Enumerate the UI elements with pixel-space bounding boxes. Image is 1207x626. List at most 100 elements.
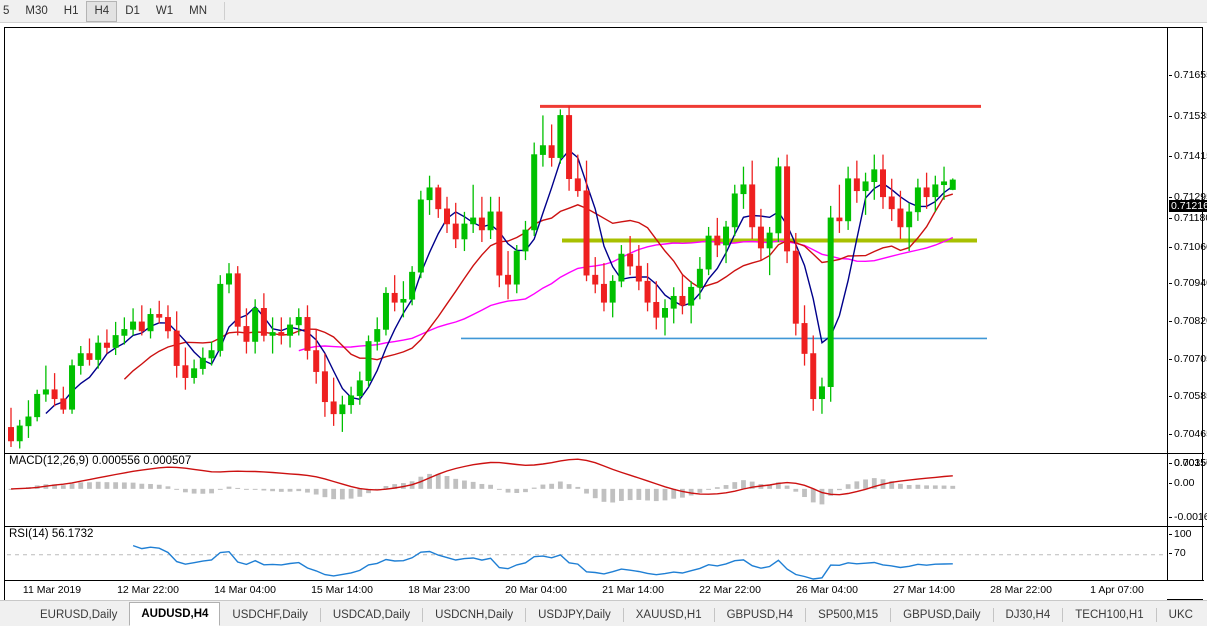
macd-histogram-bar bbox=[148, 483, 153, 489]
macd-histogram-bar bbox=[348, 488, 354, 499]
timeframe-button-d1[interactable]: D1 bbox=[125, 5, 140, 17]
macd-histogram-bar bbox=[802, 488, 807, 498]
macd-histogram-bar bbox=[479, 483, 485, 489]
macd-histogram-bar bbox=[898, 483, 903, 489]
candlestick bbox=[69, 359, 76, 414]
candlestick bbox=[862, 172, 869, 215]
candlestick bbox=[696, 257, 703, 300]
chart-tab-tech100-h1[interactable]: TECH100,H1 bbox=[1075, 609, 1144, 621]
macd-histogram-bar bbox=[706, 488, 711, 490]
macd-histogram-bar bbox=[322, 488, 328, 498]
macd-histogram-bar bbox=[680, 488, 685, 498]
rsi-tick-label: 100 bbox=[1174, 528, 1192, 540]
chart-tab-gbpusd-h4[interactable]: GBPUSD,H4 bbox=[726, 609, 794, 621]
candlestick bbox=[853, 160, 860, 203]
candlestick bbox=[688, 281, 695, 324]
chart-tab-usdjpy-daily[interactable]: USDJPY,Daily bbox=[538, 609, 611, 621]
chart-tab-usdcad-daily[interactable]: USDCAD,Daily bbox=[332, 609, 411, 621]
chart-tab-audusd-h4[interactable]: AUDUSD,H4 bbox=[129, 602, 221, 626]
candlestick bbox=[609, 275, 616, 318]
chart-tab-usdcnh-daily[interactable]: USDCNH,Daily bbox=[435, 609, 514, 621]
macd-histogram-bar bbox=[130, 482, 136, 489]
candlestick bbox=[7, 407, 15, 447]
price-chart-canvas[interactable] bbox=[5, 28, 1167, 453]
macd-histogram-bar bbox=[113, 482, 119, 489]
macd-histogram-bar bbox=[296, 488, 302, 492]
candlestick bbox=[260, 293, 267, 342]
timeframe-button-h4[interactable]: H4 bbox=[86, 0, 118, 22]
macd-histogram-bar bbox=[540, 484, 546, 489]
timeframe-button-mn[interactable]: MN bbox=[189, 5, 208, 17]
chart-tab-eurusd-daily[interactable]: EURUSD,Daily bbox=[40, 609, 118, 621]
macd-histogram-bar bbox=[793, 488, 799, 492]
macd-pane[interactable]: MACD(12,26,9) 0.000556 0.000507 bbox=[5, 454, 1167, 526]
macd-histogram-bar bbox=[278, 488, 284, 492]
macd-histogram-bar bbox=[906, 485, 912, 489]
candlestick bbox=[461, 211, 468, 252]
macd-histogram-bar bbox=[601, 488, 607, 502]
macd-histogram-bar bbox=[619, 488, 624, 501]
tab-separator bbox=[992, 608, 994, 622]
time-scale[interactable]: 11 Mar 2019 12 Mar 22:00 14 Mar 04:00 15 Ma… bbox=[5, 580, 1204, 599]
macd-histogram-bar bbox=[592, 488, 598, 499]
price-pane[interactable] bbox=[5, 28, 1167, 453]
candlestick bbox=[103, 329, 110, 354]
chart-tab-usdchf-daily[interactable]: USDCHF,Daily bbox=[232, 609, 308, 621]
candlestick bbox=[25, 400, 32, 438]
candlestick bbox=[574, 154, 581, 197]
time-axis-label: 15 Mar 14:00 bbox=[311, 584, 373, 596]
chart-tab-xauusd-h1[interactable]: XAUUSD,H1 bbox=[635, 609, 702, 621]
candlestick bbox=[914, 178, 921, 221]
candlestick bbox=[871, 154, 878, 200]
timeframe-button-5[interactable]: 5 bbox=[3, 5, 10, 17]
macd-histogram-bar bbox=[488, 484, 493, 489]
timeframe-button-h1[interactable]: H1 bbox=[63, 5, 79, 17]
macd-histogram-bar bbox=[339, 488, 345, 500]
macd-label: MACD(12,26,9) 0.000556 0.000507 bbox=[9, 455, 192, 467]
macd-histogram-bar bbox=[392, 484, 398, 489]
candlestick bbox=[923, 172, 930, 209]
timeframe-button-w1[interactable]: W1 bbox=[155, 5, 174, 17]
candlestick bbox=[173, 311, 180, 378]
macd-histogram-bar bbox=[139, 483, 145, 489]
candlestick bbox=[714, 217, 721, 258]
chart-tab-dj30-h4[interactable]: DJ30,H4 bbox=[1005, 609, 1051, 621]
price-tick-mark bbox=[1169, 75, 1172, 76]
macd-tick-label: -0.001693 bbox=[1174, 511, 1207, 523]
time-axis-label: 22 Mar 22:00 bbox=[699, 584, 761, 596]
candlestick bbox=[164, 305, 171, 339]
macd-histogram-bar bbox=[627, 488, 633, 501]
price-tick-mark bbox=[1169, 116, 1172, 117]
timeframe-button-m30[interactable]: M30 bbox=[25, 5, 48, 17]
candlestick bbox=[156, 300, 163, 324]
macd-histogram-bar bbox=[566, 484, 572, 489]
time-axis-label: 1 Apr 07:00 bbox=[1090, 584, 1144, 596]
macd-histogram-bar bbox=[209, 488, 214, 494]
macd-histogram-bar bbox=[636, 488, 642, 500]
price-scale[interactable]: 0.716550.715350.714150.712950.711800.710… bbox=[1167, 28, 1207, 609]
macd-histogram-bar bbox=[828, 488, 834, 496]
candlestick bbox=[705, 226, 712, 276]
price-tick-mark bbox=[1169, 197, 1172, 198]
macd-histogram-bar bbox=[462, 480, 467, 489]
macd-chart-canvas[interactable] bbox=[5, 454, 1167, 526]
chart-window[interactable]: ▲ AUDUSD,H4 0.71184 0.71221 0.71182 0.71… bbox=[4, 27, 1207, 610]
candlestick bbox=[906, 202, 913, 252]
macd-histogram-bar bbox=[357, 488, 363, 497]
macd-histogram-bar bbox=[688, 488, 694, 496]
candlestick bbox=[313, 329, 320, 384]
chart-tab-sp500-m15[interactable]: SP500,M15 bbox=[818, 609, 879, 621]
macd-histogram-bar bbox=[697, 488, 703, 493]
macd-histogram-bar bbox=[714, 487, 720, 489]
candlestick bbox=[941, 166, 948, 200]
macd-histogram-bar bbox=[383, 486, 389, 489]
macd-tick-mark bbox=[1169, 463, 1172, 464]
macd-histogram-bar bbox=[252, 488, 258, 490]
chart-tab-ukc[interactable]: UKC bbox=[1168, 609, 1193, 621]
chart-tab-gbpusd-daily[interactable]: GBPUSD,Daily bbox=[903, 609, 981, 621]
candlestick bbox=[77, 345, 84, 375]
macd-histogram-bar bbox=[435, 474, 441, 489]
candlestick bbox=[513, 245, 520, 294]
macd-histogram-bar bbox=[523, 488, 528, 493]
